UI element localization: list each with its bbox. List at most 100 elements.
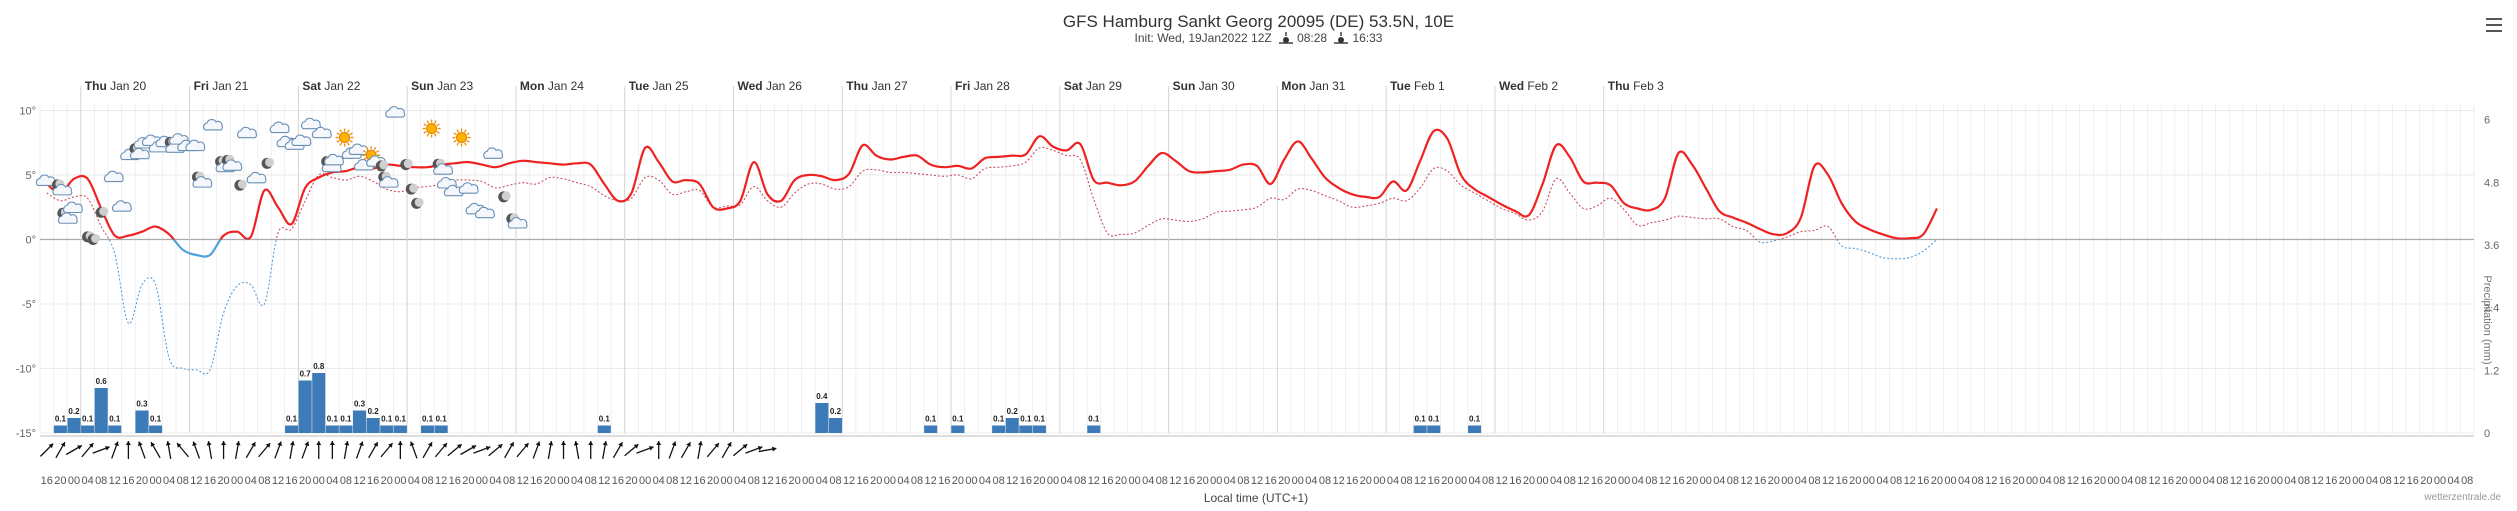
wind-arrow-icon — [176, 442, 190, 458]
hour-tick-label: 12 — [190, 475, 202, 487]
hour-tick-label: 00 — [2189, 475, 2201, 487]
hour-tick-label: 16 — [2080, 475, 2092, 487]
hour-tick-label: 00 — [2434, 475, 2446, 487]
hour-tick-label: 20 — [1604, 475, 1616, 487]
precip-label: 0.2 — [1007, 407, 1019, 416]
wind-arrow-icon — [258, 442, 271, 458]
sun-icon — [452, 128, 471, 147]
hour-tick-label: 00 — [884, 475, 896, 487]
hour-tick-label: 08 — [2135, 475, 2147, 487]
precip-bar — [815, 403, 829, 433]
day-label: Sat Jan 22 — [302, 79, 360, 93]
y-tick-label: -5° — [22, 299, 36, 311]
sun-core — [339, 132, 351, 144]
precip-label: 0.7 — [300, 370, 312, 379]
hour-tick-label: 00 — [1536, 475, 1548, 487]
day-name: Sun — [1173, 79, 1199, 93]
wind-arrow-icon — [92, 445, 110, 454]
precip-bar — [1005, 418, 1019, 433]
day-name: Sun — [411, 79, 437, 93]
hour-tick-label: 12 — [109, 475, 121, 487]
wind-arrow-icon — [329, 441, 335, 459]
precip-bar — [393, 425, 407, 433]
hour-tick-label: 12 — [1414, 475, 1426, 487]
wind-arrow-icon — [732, 443, 748, 457]
hour-tick-label: 04 — [571, 475, 583, 487]
hour-tick-label: 12 — [1740, 475, 1752, 487]
hour-tick-label: 00 — [476, 475, 488, 487]
cloud-icon — [385, 106, 406, 118]
hour-tick-label: 16 — [1183, 475, 1195, 487]
wind-head — [192, 441, 198, 447]
sun-ray — [453, 139, 457, 143]
sunrise-icon — [1279, 32, 1294, 44]
cloud-shape — [103, 170, 124, 183]
wind-head — [602, 441, 608, 446]
cloud-shape — [291, 134, 312, 146]
y-tick-label: 5° — [25, 170, 36, 182]
moon-icon — [411, 197, 424, 209]
day-name: Fri — [194, 79, 213, 93]
wind-arrow-icon — [165, 441, 172, 459]
hour-tick-label: 00 — [231, 475, 243, 487]
hour-tick-label: 16 — [938, 475, 950, 487]
precip-bar — [1468, 425, 1482, 433]
wind-arrow-icon — [221, 441, 227, 459]
dewpoint-line-above-zero — [46, 146, 1937, 240]
wind-arrow-icon — [137, 441, 146, 459]
hour-tick-label: 20 — [952, 475, 964, 487]
wind-head — [48, 443, 54, 449]
hour-tick-label: 08 — [1319, 475, 1331, 487]
cloud-icon — [185, 139, 206, 152]
wind-arrow-icon — [612, 441, 623, 459]
wind-head — [548, 441, 554, 446]
precip-label: 0.2 — [68, 407, 80, 416]
wind-head — [60, 442, 66, 447]
day-date: Jan 26 — [766, 79, 802, 93]
day-label: Tue Feb 1 — [1390, 79, 1445, 93]
x-axis-title: Local time (UTC+1) — [1204, 491, 1308, 505]
wind-arrow-icon — [343, 441, 350, 459]
hour-tick-label: 20 — [2420, 475, 2432, 487]
hamburger-menu-icon[interactable] — [2486, 18, 2502, 32]
y-tick-label: 0° — [25, 234, 36, 246]
hour-tick-label: 08 — [2053, 475, 2065, 487]
hour-tick-label: 16 — [204, 475, 216, 487]
wind-head — [757, 445, 763, 451]
precip-bar — [366, 418, 380, 433]
cloud-icon — [507, 217, 528, 229]
cloud-shape — [129, 147, 150, 160]
precip-label: 0.8 — [313, 362, 325, 371]
day-label: Mon Jan 31 — [1281, 79, 1345, 93]
wind-arrow-icon — [380, 442, 394, 458]
wind-arrow-icon — [274, 441, 283, 459]
moon-icon — [498, 191, 511, 203]
y2-tick-label: 4.8 — [2484, 177, 2499, 189]
hour-tick-label: 00 — [149, 475, 161, 487]
hour-tick-label: 00 — [557, 475, 569, 487]
hour-tick-label: 16 — [693, 475, 705, 487]
hour-tick-label: 04 — [2284, 475, 2296, 487]
wind-head — [535, 441, 541, 447]
hour-tick-label: 20 — [1441, 475, 1453, 487]
wind-arrow-icon — [409, 441, 418, 459]
cloud-shape — [222, 159, 243, 171]
wind-head — [150, 442, 156, 447]
moon-cut — [237, 179, 247, 189]
hour-tick-label: 12 — [1822, 475, 1834, 487]
hour-tick-label: 00 — [68, 475, 80, 487]
wind-arrow-icon — [355, 441, 364, 459]
hour-tick-label: 00 — [2352, 475, 2364, 487]
hour-tick-label: 20 — [1360, 475, 1372, 487]
day-label: Thu Jan 20 — [85, 79, 147, 93]
hour-tick-label: 00 — [2108, 475, 2120, 487]
precip-bar — [67, 418, 81, 433]
day-label: Sun Jan 23 — [411, 79, 473, 93]
moon-cloud-icon — [51, 179, 73, 196]
wind-head — [497, 444, 503, 449]
cloud-shape — [237, 126, 257, 139]
hour-tick-label: 12 — [2148, 475, 2160, 487]
wind-head — [561, 441, 567, 445]
day-date: Jan 30 — [1199, 79, 1235, 93]
moon-cut — [409, 183, 419, 193]
